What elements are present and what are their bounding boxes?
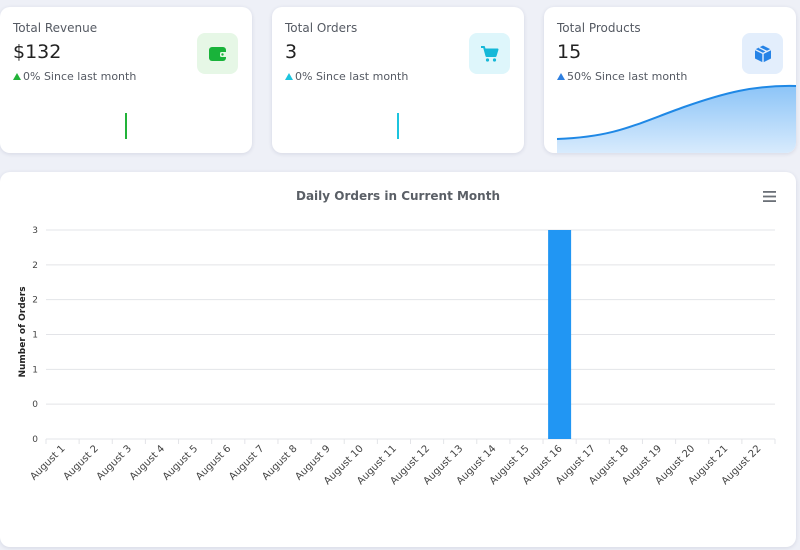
y-tick-label: 0: [32, 435, 38, 445]
y-tick-label: 2: [32, 261, 38, 271]
cart-icon: [469, 33, 510, 74]
y-tick-label: 1: [32, 331, 38, 341]
total-revenue-change-text: 0% Since last month: [23, 70, 137, 83]
up-arrow-icon: [13, 73, 21, 80]
total-products-value: 15: [557, 41, 582, 63]
bar[interactable]: [548, 230, 572, 439]
total-products-change-text: 50% Since last month: [567, 70, 688, 83]
x-tick-label: August 3: [95, 443, 134, 482]
total-products-card: Total Products 15 50% Since last month: [544, 7, 796, 153]
y-tick-label: 2: [32, 296, 38, 306]
total-products-label: Total Products: [557, 21, 641, 35]
up-arrow-icon: [285, 73, 293, 80]
total-products-change: 50% Since last month: [557, 70, 687, 83]
wallet-icon: [197, 33, 238, 74]
x-tick-label: August 5: [161, 443, 200, 482]
box-icon: [742, 33, 783, 74]
revenue-sparkline: [125, 113, 127, 139]
daily-orders-chart-card: 0 0 1 1 2 2 3 August 1 August 2 August 3 August 4…: [0, 172, 796, 547]
y-tick-label: 3: [32, 226, 38, 236]
menu-icon[interactable]: [763, 191, 776, 202]
total-revenue-value: $132: [13, 41, 62, 63]
x-tick-label: August 4: [128, 443, 167, 482]
chart-title: Daily Orders in Current Month: [296, 189, 500, 203]
total-revenue-card: Total Revenue $132 0% Since last month: [0, 7, 252, 153]
total-orders-change: 0% Since last month: [285, 70, 408, 83]
x-tick-label: August 1: [28, 443, 67, 482]
x-tick-label: August 7: [227, 443, 266, 482]
products-sparkline: [556, 84, 796, 153]
orders-sparkline: [397, 113, 399, 139]
total-orders-value: 3: [285, 41, 298, 63]
total-revenue-change: 0% Since last month: [13, 70, 136, 83]
x-tick-label: August 2: [62, 443, 101, 482]
total-orders-label: Total Orders: [285, 21, 358, 35]
x-tick-label: August 8: [260, 443, 299, 482]
y-tick-label: 0: [32, 400, 38, 410]
total-revenue-label: Total Revenue: [13, 21, 98, 35]
y-axis-label: Number of Orders: [18, 286, 28, 377]
y-tick-label: 1: [32, 365, 38, 375]
total-orders-card: Total Orders 3 0% Since last month: [272, 7, 524, 153]
up-arrow-icon: [557, 73, 565, 80]
total-orders-change-text: 0% Since last month: [295, 70, 409, 83]
x-tick-label: August 6: [194, 443, 233, 482]
